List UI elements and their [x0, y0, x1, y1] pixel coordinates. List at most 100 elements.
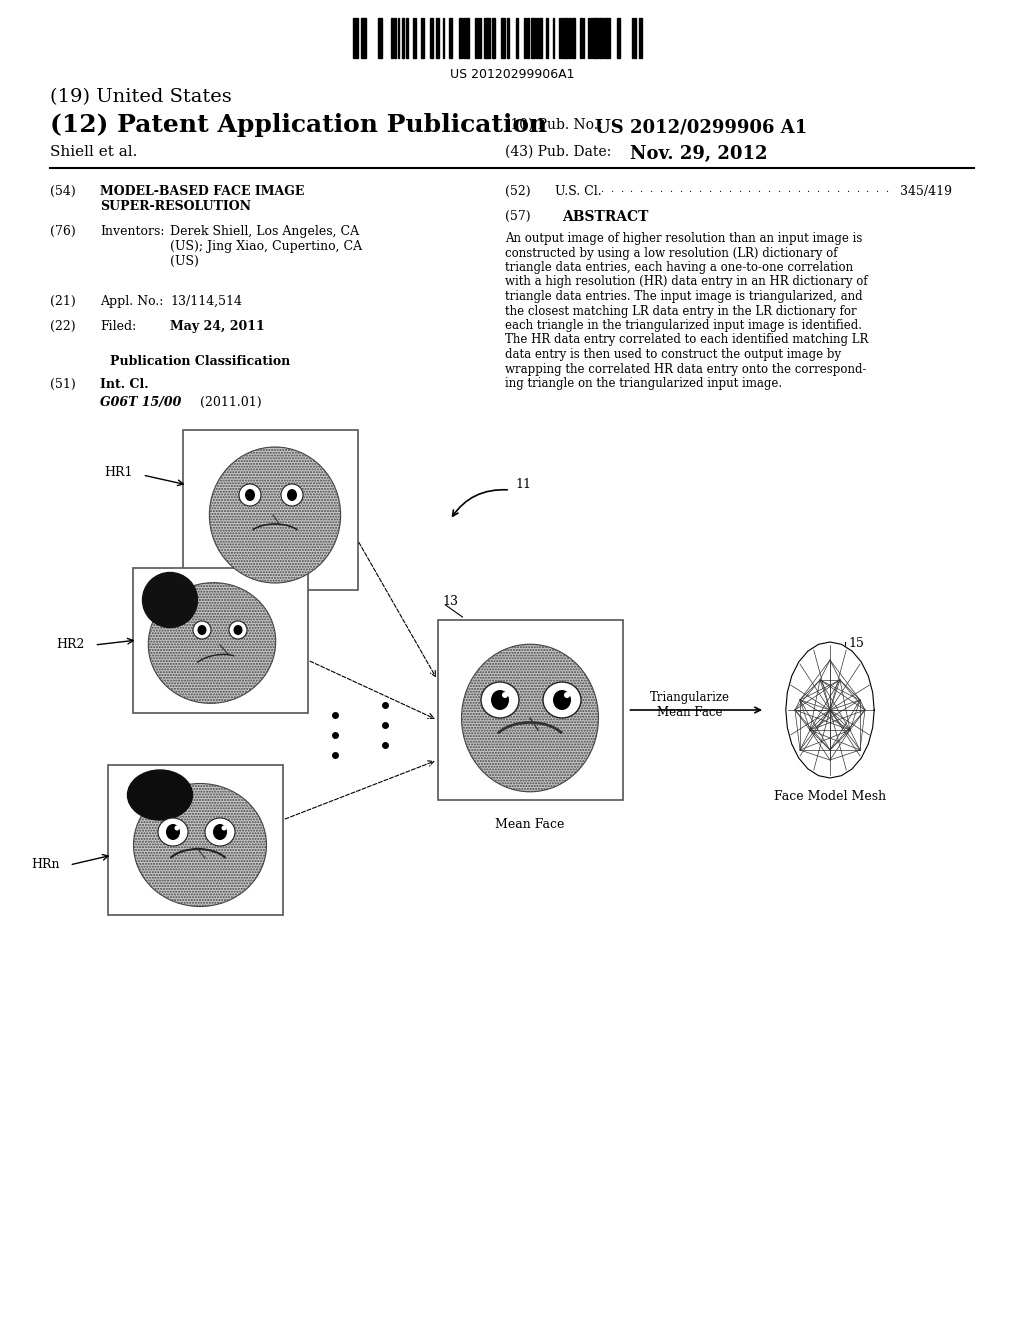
Ellipse shape [221, 825, 226, 830]
Text: with a high resolution (HR) data entry in an HR dictionary of: with a high resolution (HR) data entry i… [505, 276, 867, 289]
Text: (43) Pub. Date:: (43) Pub. Date: [505, 145, 611, 158]
Text: (10) Pub. No.:: (10) Pub. No.: [505, 117, 603, 132]
Text: Mean Face: Mean Face [496, 818, 564, 832]
Ellipse shape [481, 682, 519, 718]
Text: .: . [728, 185, 731, 194]
Bar [564, 18, 567, 58]
Bar [449, 18, 452, 58]
Bar [536, 18, 538, 58]
Text: HRn: HRn [31, 858, 59, 871]
Text: 11: 11 [515, 479, 531, 491]
Text: data entry is then used to construct the output image by: data entry is then used to construct the… [505, 348, 841, 360]
Bar [463, 18, 465, 58]
Bar [634, 18, 636, 58]
Text: .: . [659, 185, 663, 194]
Text: .: . [630, 185, 633, 194]
Text: 15: 15 [848, 638, 864, 649]
Bar [503, 18, 505, 58]
Text: (57): (57) [505, 210, 530, 223]
Bar [355, 18, 358, 58]
Bar [459, 18, 462, 58]
Text: (22): (22) [50, 319, 76, 333]
Text: ABSTRACT: ABSTRACT [562, 210, 648, 224]
Text: .: . [748, 185, 751, 194]
Bar [487, 18, 490, 58]
Bar [569, 18, 571, 58]
Bar [599, 18, 602, 58]
Text: (52): (52) [505, 185, 530, 198]
Text: .: . [807, 185, 810, 194]
Text: .: . [620, 185, 623, 194]
Text: .: . [649, 185, 652, 194]
Text: HR2: HR2 [56, 639, 85, 652]
Text: .: . [669, 185, 672, 194]
Text: (76): (76) [50, 224, 76, 238]
Ellipse shape [462, 644, 598, 792]
Text: ing triangle on the triangularized input image.: ing triangle on the triangularized input… [505, 378, 782, 389]
Text: Publication Classification: Publication Classification [110, 355, 290, 368]
Bar [607, 18, 610, 58]
Ellipse shape [239, 484, 261, 506]
Text: .: . [826, 185, 829, 194]
Text: Int. Cl.: Int. Cl. [100, 378, 148, 391]
Text: .: . [718, 185, 721, 194]
Text: (2011.01): (2011.01) [200, 396, 261, 409]
Ellipse shape [174, 825, 179, 830]
Text: triangle data entries. The input image is triangularized, and: triangle data entries. The input image i… [505, 290, 862, 304]
Bar [531, 18, 534, 58]
Text: .: . [688, 185, 691, 194]
Text: the closest matching LR data entry in the LR dictionary for: the closest matching LR data entry in th… [505, 305, 857, 318]
Text: Inventors:: Inventors: [100, 224, 165, 238]
Text: .: . [610, 185, 613, 194]
Text: .: . [709, 185, 712, 194]
Bar [108, 766, 283, 915]
Bar [516, 18, 518, 58]
Text: An output image of higher resolution than an input image is: An output image of higher resolution tha… [505, 232, 862, 246]
Bar [436, 18, 439, 58]
Text: .: . [836, 185, 839, 194]
Text: Face Model Mesh: Face Model Mesh [774, 789, 886, 803]
Bar [639, 18, 642, 58]
Ellipse shape [490, 690, 509, 710]
Bar [467, 18, 469, 58]
Bar [413, 18, 416, 58]
Bar [430, 18, 433, 58]
Text: .: . [679, 185, 682, 194]
Text: 345/419: 345/419 [900, 185, 952, 198]
Text: 13: 13 [442, 595, 459, 609]
Bar [484, 18, 487, 58]
Ellipse shape [502, 692, 508, 698]
Bar [546, 18, 548, 58]
Text: .: . [777, 185, 780, 194]
Text: each triangle in the triangularized input image is identified.: each triangle in the triangularized inpu… [505, 319, 862, 333]
Text: .: . [885, 185, 888, 194]
Text: US 2012/0299906 A1: US 2012/0299906 A1 [595, 117, 807, 136]
Bar [501, 18, 503, 58]
Bar [421, 18, 424, 58]
Ellipse shape [142, 573, 198, 627]
Bar [618, 18, 620, 58]
Ellipse shape [193, 620, 211, 639]
Text: .: . [856, 185, 859, 194]
Text: .: . [865, 185, 868, 194]
Text: (12) Patent Application Publication: (12) Patent Application Publication [50, 114, 547, 137]
Ellipse shape [543, 682, 581, 718]
Text: (51): (51) [50, 378, 76, 391]
Ellipse shape [209, 447, 341, 583]
Ellipse shape [564, 692, 570, 698]
Bar [527, 18, 529, 58]
Bar [182, 430, 357, 590]
Bar [507, 18, 509, 58]
Ellipse shape [213, 824, 227, 840]
Text: Nov. 29, 2012: Nov. 29, 2012 [630, 145, 768, 162]
Polygon shape [785, 642, 874, 777]
Bar [378, 18, 381, 58]
Text: triangle data entries, each having a one-to-one correlation: triangle data entries, each having a one… [505, 261, 853, 275]
Text: (54): (54) [50, 185, 76, 198]
Text: 13/114,514: 13/114,514 [170, 294, 242, 308]
Text: G06T 15/00: G06T 15/00 [100, 396, 181, 409]
Text: constructed by using a low resolution (LR) dictionary of: constructed by using a low resolution (L… [505, 247, 838, 260]
Bar [437, 620, 623, 800]
Text: Derek Shiell, Los Angeles, CA
(US); Jing Xiao, Cupertino, CA
(US): Derek Shiell, Los Angeles, CA (US); Jing… [170, 224, 362, 268]
Text: HR1: HR1 [104, 466, 132, 479]
